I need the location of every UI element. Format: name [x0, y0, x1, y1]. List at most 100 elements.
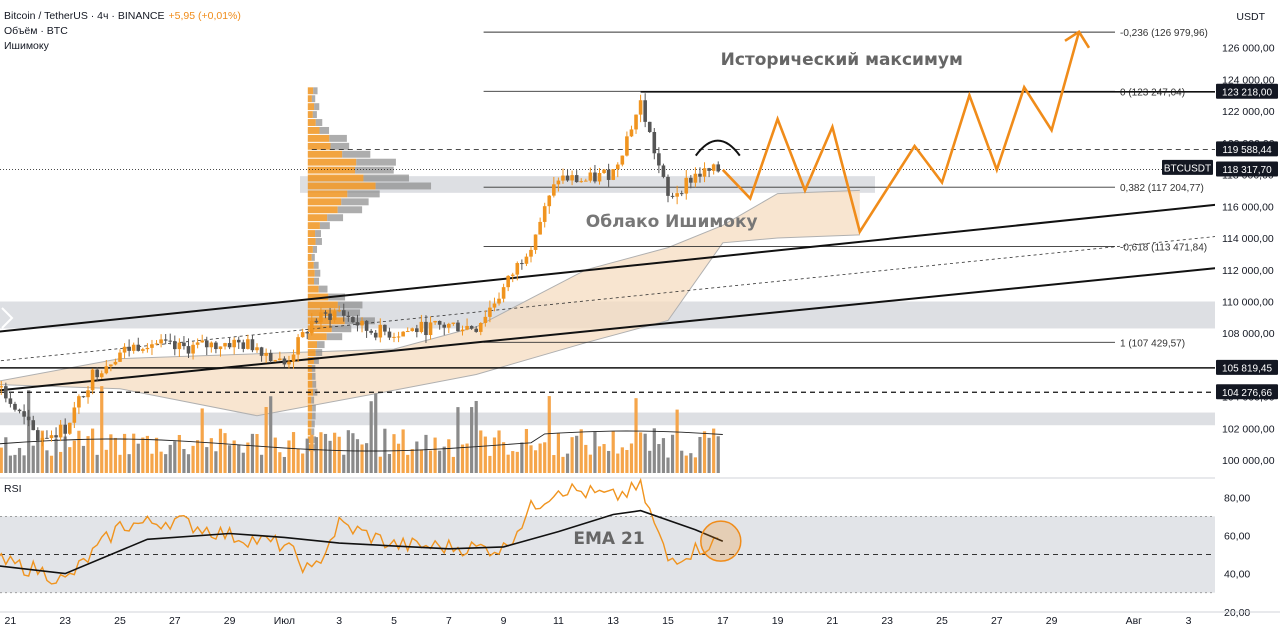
ichimoku-legend: Ишимоку [4, 40, 49, 52]
price-badge-label: 118 317,70 [1222, 165, 1272, 176]
volume-bar [479, 430, 483, 473]
volume-bar [570, 437, 574, 473]
trend-channel-line [0, 203, 1217, 333]
volume-bar [13, 454, 17, 473]
candle-body [707, 168, 711, 171]
volume-bar [447, 439, 451, 473]
volume-profile-bar [307, 95, 312, 103]
volume-bar [269, 396, 273, 473]
volume-profile-bar [307, 158, 357, 166]
candle-body [556, 180, 561, 185]
candle-body [565, 175, 570, 181]
volume-bar [141, 437, 145, 473]
candle-body [698, 173, 702, 177]
candle-body [323, 312, 328, 314]
volume-bar [246, 442, 250, 473]
candle-body [515, 263, 520, 275]
price-badge [1162, 159, 1213, 175]
volume-bar [150, 453, 154, 473]
candle-body [405, 331, 410, 333]
volume-bar [8, 455, 12, 473]
volume-bar [643, 433, 647, 473]
candle-body [428, 322, 433, 336]
volume-profile-bar [313, 277, 320, 285]
candle-body [638, 100, 643, 115]
volume-bar [323, 433, 328, 473]
volume-bar [707, 437, 711, 473]
time-axis-label: 5 [391, 615, 397, 627]
volume-bar [648, 450, 652, 473]
volume-profile-bar [307, 396, 312, 404]
volume-profile-bar [307, 420, 312, 428]
candle-body [268, 352, 273, 362]
candle-body [310, 320, 314, 334]
rsi-highlight-circle [700, 520, 742, 562]
candle-body [168, 340, 173, 342]
axis-background [1215, 0, 1280, 639]
time-axis-label: Авг [1126, 615, 1143, 627]
candle-body [506, 275, 510, 288]
projection-path [721, 31, 1081, 235]
candle-body [159, 339, 163, 344]
candle-body [163, 339, 168, 341]
volume-profile-bar [307, 245, 313, 253]
candle-body [300, 332, 305, 338]
trend-channel-line [0, 267, 1217, 392]
volume-bar [657, 444, 661, 473]
candle-body [223, 343, 227, 347]
price-axis-unit: USDT [1236, 11, 1265, 23]
candle-body [127, 346, 131, 351]
volume-profile-bar [307, 222, 320, 230]
candle-body [22, 411, 26, 417]
volume-profile-bar [307, 325, 332, 333]
volume-bar [186, 454, 191, 473]
time-axis-label: 27 [991, 615, 1003, 627]
fib-level-label: -0,236 (126 979,96) [1120, 28, 1208, 39]
price-axis-tick: 108 000,00 [1222, 328, 1275, 340]
volume-profile-bar [319, 222, 330, 230]
candle-body [542, 206, 547, 222]
volume-profile-bar [327, 214, 344, 222]
volume-bar [575, 435, 579, 473]
candle-body [625, 136, 629, 156]
volume-bar [533, 450, 538, 473]
candle-body [291, 354, 296, 362]
volume-bar [698, 436, 702, 473]
price-projection[interactable] [721, 29, 1091, 235]
volume-profile-bar [311, 253, 315, 261]
volume-bar [661, 438, 666, 473]
price-axis-tick: 116 000,00 [1222, 201, 1274, 213]
volume-profile-bar [375, 182, 432, 190]
volume-profile-bar [307, 87, 314, 95]
volume-bar [127, 454, 131, 473]
price-change-label: +5,95 (+0,01%) [168, 10, 241, 22]
candle-body [538, 221, 542, 235]
volume-bar [310, 434, 314, 473]
candle-body [58, 424, 63, 438]
volume-bar [200, 408, 204, 473]
volume-bar [95, 454, 99, 473]
time-axis[interactable]: 21 23 25 27 29 Июл 3 5 7 9 11 13 15 17 19 21 23 25 27 29 Авг… [0, 307, 1280, 627]
candle-body [209, 342, 214, 348]
horizontal-levels[interactable]: -0,236 (126 979,96) 0 (123 247,04) 0,382 (… [0, 28, 1215, 393]
volume-profile-bar [312, 412, 316, 420]
volume-profile-bar [313, 87, 318, 95]
volume-bar [132, 433, 136, 473]
volume-profile-bar [307, 111, 313, 119]
volume-bar [428, 450, 433, 473]
candle-body [711, 164, 716, 171]
volume-profile-bar [307, 444, 313, 452]
cloud-span-b [0, 234, 860, 417]
volume-bar [27, 390, 31, 473]
volume-bar [86, 436, 90, 473]
volume-profile-bar [347, 190, 380, 198]
candle-body [346, 315, 351, 317]
volume-profile-bar [311, 95, 316, 103]
candle-body [177, 342, 182, 350]
volume-bar [611, 431, 615, 473]
volume-bar [232, 440, 236, 473]
volume-profile-bar [312, 372, 316, 380]
candle-body [26, 416, 31, 421]
